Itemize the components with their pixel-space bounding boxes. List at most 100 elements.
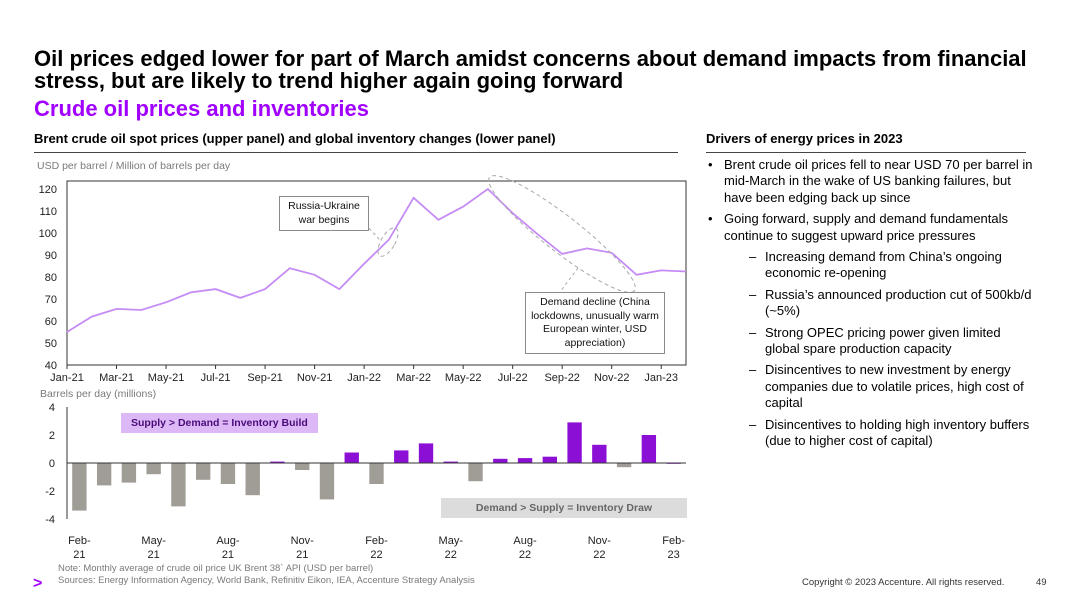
inventory-bar (394, 450, 409, 463)
driver-bullet: Going forward, supply and demand fundame… (706, 211, 1036, 244)
page-number: 49 (1036, 577, 1047, 588)
driver-sub-bullet: Disincentives to new investment by energ… (706, 362, 1036, 411)
right-panel-heading: Drivers of energy prices in 2023 (706, 131, 1026, 153)
upper-unit-label: USD per barrel / Million of barrels per … (37, 160, 231, 172)
inventory-bar (641, 435, 657, 463)
y-tick-label: 70 (45, 294, 57, 306)
y-tick-label: 4 (49, 402, 55, 414)
x-tick-label: May-21 (148, 372, 185, 384)
x-tick-label: 23 (667, 549, 679, 561)
inventory-draw-tag: Demand > Supply = Inventory Draw (441, 498, 687, 518)
inventory-bar (369, 463, 384, 484)
left-panel-heading: Brent crude oil spot prices (upper panel… (34, 131, 678, 153)
y-tick-label: 50 (45, 338, 57, 350)
brent-price-line (66, 187, 687, 333)
y-tick-label: 90 (45, 250, 57, 262)
page-title: Oil prices edged lower for part of March… (34, 46, 1027, 93)
inventory-build-tag: Supply > Demand = Inventory Build (121, 413, 318, 433)
y-tick-label: 100 (39, 228, 57, 240)
inventory-bar (146, 463, 161, 475)
inventory-bar (96, 463, 112, 486)
y-tick-label: 80 (45, 272, 57, 284)
inventory-bar (493, 458, 508, 463)
inventory-bar (517, 458, 533, 463)
inventory-bar (220, 463, 236, 484)
x-tick-label: Jan-21 (50, 372, 84, 384)
demand-callout: Demand decline (China lockdowns, unusual… (525, 292, 665, 354)
chart-notes: Note: Monthly average of crude oil price… (58, 563, 475, 587)
x-tick-label: Feb- (662, 535, 685, 547)
inventory-bar (295, 463, 310, 470)
x-tick-label: 22 (519, 549, 531, 561)
inventory-bar (344, 452, 359, 463)
x-tick-label: Mar-22 (396, 372, 431, 384)
note-text: Note: Monthly average of crude oil price… (58, 563, 374, 574)
inventory-bar (171, 463, 186, 507)
inventory-bar (195, 463, 211, 480)
x-tick-label: Aug- (513, 535, 537, 547)
x-tick-label: Sep-22 (544, 372, 579, 384)
y-tick-label: -2 (45, 486, 55, 498)
inventory-bar (443, 461, 458, 463)
driver-sub-bullet: Strong OPEC pricing power given limited … (706, 325, 1036, 358)
drivers-list: Brent crude oil prices fell to near USD … (706, 157, 1036, 455)
y-tick-label: -4 (45, 514, 55, 526)
x-tick-label: Mar-21 (99, 372, 134, 384)
driver-sub-bullet: Russia’s announced production cut of 500… (706, 287, 1036, 320)
driver-sub-bullet: Increasing demand from China’s ongoing e… (706, 249, 1036, 282)
inventory-bar (245, 463, 260, 496)
x-tick-label: 21 (296, 549, 308, 561)
y-tick-label: 110 (39, 206, 57, 218)
x-tick-label: Nov-21 (297, 372, 332, 384)
x-tick-label: 21 (222, 549, 234, 561)
x-tick-label: Nov- (291, 535, 315, 547)
war-highlight-ellipse (377, 227, 399, 257)
inventory-bar (72, 463, 87, 511)
sources-text: Sources: Energy Information Agency, Worl… (58, 575, 475, 586)
inventory-bar (270, 461, 285, 463)
inventory-bar (616, 463, 632, 468)
x-tick-label: Nov- (588, 535, 612, 547)
inventory-bar (468, 463, 483, 482)
x-tick-label: Aug- (216, 535, 240, 547)
lower-unit-label: Barrels per day (millions) (40, 388, 157, 400)
y-tick-label: 0 (49, 458, 55, 470)
inventory-bar (121, 463, 137, 483)
inventory-bar (592, 444, 607, 463)
x-tick-label: Jan-22 (347, 372, 381, 384)
x-tick-label: May- (141, 535, 166, 547)
driver-bullet: Brent crude oil prices fell to near USD … (706, 157, 1036, 206)
x-tick-label: Sep-21 (247, 372, 282, 384)
inventory-bar (418, 443, 434, 463)
x-tick-label: 21 (148, 549, 160, 561)
war-callout: Russia-Ukraine war begins (279, 196, 369, 231)
x-tick-label: Jul-21 (201, 372, 231, 384)
price-plot-frame (66, 180, 687, 366)
x-tick-label: 22 (445, 549, 457, 561)
x-tick-label: May- (439, 535, 464, 547)
inventory-bar (542, 456, 558, 463)
x-tick-label: Feb- (365, 535, 388, 547)
inventory-bar (319, 463, 335, 500)
y-tick-label: 120 (39, 184, 57, 196)
war-callout-connector (364, 223, 381, 241)
accenture-logo: > (33, 575, 43, 592)
x-tick-label: Jul-22 (498, 372, 528, 384)
demand-callout-connector (559, 267, 579, 293)
driver-sub-bullet: Disincentives to holding high inventory … (706, 417, 1036, 450)
x-tick-label: Nov-22 (594, 372, 629, 384)
demand-highlight-ellipse (488, 175, 636, 293)
page-subtitle: Crude oil prices and inventories (34, 96, 369, 121)
x-tick-label: May-22 (445, 372, 482, 384)
x-tick-label: 21 (73, 549, 85, 561)
x-tick-label: Feb- (68, 535, 91, 547)
copyright-text: Copyright © 2023 Accenture. All rights r… (802, 577, 1005, 588)
x-tick-label: Jan-23 (644, 372, 678, 384)
inventory-bar (567, 422, 582, 463)
y-tick-label: 2 (49, 430, 55, 442)
y-tick-label: 40 (45, 360, 57, 372)
y-tick-label: 60 (45, 316, 57, 328)
x-tick-label: 22 (370, 549, 382, 561)
